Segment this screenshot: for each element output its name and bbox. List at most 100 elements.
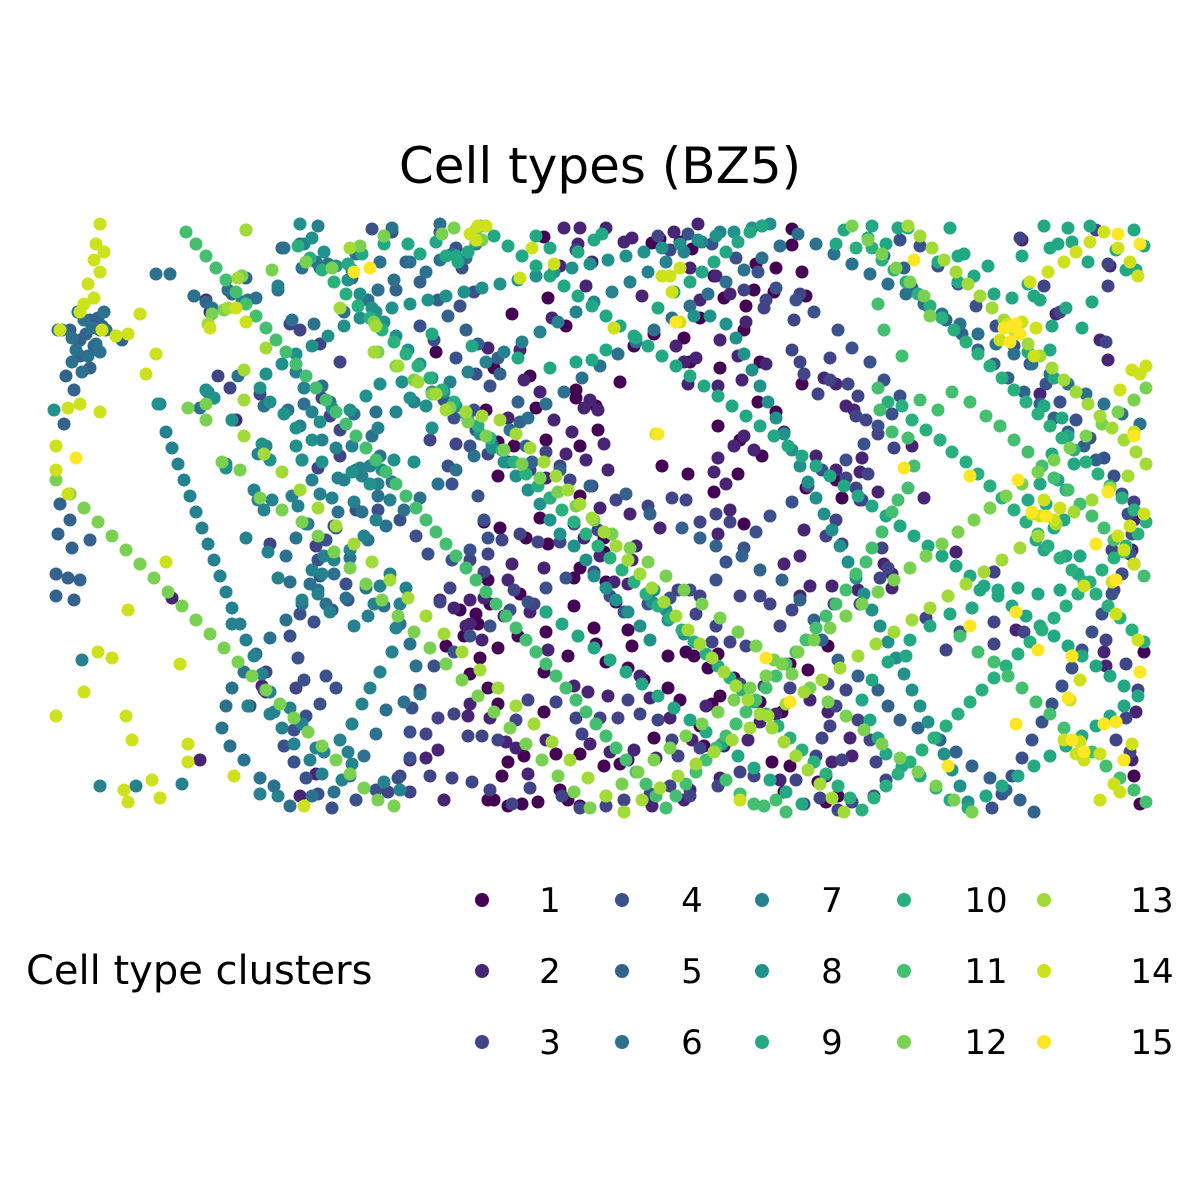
point-cluster-9-67 bbox=[865, 673, 879, 687]
point-cluster-2-41 bbox=[711, 451, 725, 465]
point-cluster-9-25 bbox=[1081, 255, 1095, 269]
point-cluster-2-57 bbox=[517, 373, 531, 387]
point-cluster-11-64 bbox=[349, 429, 363, 443]
point-cluster-2-6 bbox=[709, 269, 723, 283]
point-cluster-9-54 bbox=[1073, 549, 1087, 563]
point-cluster-13-41 bbox=[851, 649, 865, 663]
point-cluster-7-95 bbox=[241, 699, 255, 713]
point-cluster-2-147 bbox=[871, 485, 885, 499]
point-cluster-12-59 bbox=[919, 549, 933, 563]
point-cluster-9-172 bbox=[603, 653, 617, 667]
point-cluster-9-56 bbox=[1053, 583, 1067, 597]
point-cluster-6-86 bbox=[223, 739, 237, 753]
point-cluster-3-74 bbox=[483, 783, 497, 797]
point-cluster-13-99 bbox=[633, 567, 647, 581]
point-cluster-10-49 bbox=[843, 791, 857, 805]
point-cluster-2-80 bbox=[501, 573, 515, 587]
point-cluster-7-78 bbox=[75, 653, 89, 667]
point-cluster-2-55 bbox=[481, 341, 495, 355]
point-cluster-9-71 bbox=[879, 747, 893, 761]
point-cluster-8-72 bbox=[567, 539, 581, 553]
legend-marker-5 bbox=[615, 964, 629, 978]
point-cluster-3-40 bbox=[723, 635, 737, 649]
point-cluster-14-51 bbox=[663, 269, 677, 283]
point-cluster-9-98 bbox=[977, 579, 991, 593]
point-cluster-10-7 bbox=[935, 311, 949, 325]
point-cluster-3-147 bbox=[987, 615, 1001, 629]
point-cluster-6-108 bbox=[539, 397, 553, 411]
point-cluster-14-11 bbox=[109, 329, 123, 343]
point-cluster-12-64 bbox=[999, 489, 1013, 503]
point-cluster-9-57 bbox=[1031, 587, 1045, 601]
point-cluster-4-54 bbox=[403, 751, 417, 765]
point-cluster-14-13 bbox=[133, 307, 147, 321]
point-cluster-12-67 bbox=[1047, 453, 1061, 467]
point-cluster-3-79 bbox=[381, 785, 395, 799]
point-cluster-12-0 bbox=[447, 221, 461, 235]
point-cluster-14-81 bbox=[1125, 737, 1139, 751]
point-cluster-9-184 bbox=[795, 797, 809, 811]
point-cluster-8-46 bbox=[529, 269, 543, 283]
point-cluster-7-70 bbox=[195, 521, 209, 535]
point-cluster-12-24 bbox=[359, 577, 373, 591]
point-cluster-4-121 bbox=[1045, 697, 1059, 711]
point-cluster-8-109 bbox=[809, 491, 823, 505]
point-cluster-3-128 bbox=[433, 595, 447, 609]
point-cluster-13-63 bbox=[1069, 385, 1083, 399]
point-cluster-5-56 bbox=[775, 573, 789, 587]
point-cluster-10-19 bbox=[1079, 455, 1093, 469]
point-cluster-13-11 bbox=[311, 501, 325, 515]
point-cluster-11-8 bbox=[901, 481, 915, 495]
point-cluster-11-10 bbox=[885, 505, 899, 519]
point-cluster-9-173 bbox=[619, 665, 633, 679]
point-cluster-10-40 bbox=[951, 707, 965, 721]
point-cluster-9-90 bbox=[1089, 659, 1103, 673]
point-cluster-11-88 bbox=[1007, 433, 1021, 447]
point-cluster-2-97 bbox=[699, 699, 713, 713]
point-cluster-14-40 bbox=[229, 301, 243, 315]
point-cluster-14-59 bbox=[1123, 519, 1137, 533]
point-cluster-3-130 bbox=[1013, 231, 1027, 245]
point-cluster-12-62 bbox=[967, 513, 981, 527]
legend-item-13: 13 bbox=[1037, 881, 1174, 921]
legend-title: Cell type clusters bbox=[26, 948, 372, 994]
point-cluster-10-14 bbox=[1019, 395, 1033, 409]
point-cluster-6-114 bbox=[647, 323, 661, 337]
point-cluster-13-109 bbox=[753, 707, 767, 721]
point-cluster-15-13 bbox=[963, 469, 977, 483]
legend-marker-1 bbox=[475, 893, 489, 907]
point-cluster-14-88 bbox=[1037, 493, 1051, 507]
point-cluster-11-7 bbox=[907, 459, 921, 473]
point-cluster-8-111 bbox=[825, 523, 839, 537]
point-cluster-7-73 bbox=[177, 473, 191, 487]
point-cluster-1-48 bbox=[539, 433, 553, 447]
point-cluster-4-60 bbox=[463, 629, 477, 643]
point-cluster-11-59 bbox=[399, 489, 413, 503]
point-cluster-7-72 bbox=[183, 489, 197, 503]
point-cluster-3-91 bbox=[575, 727, 589, 741]
point-cluster-1-5 bbox=[785, 238, 799, 252]
point-cluster-13-15 bbox=[383, 573, 397, 587]
point-cluster-3-111 bbox=[665, 491, 679, 505]
point-cluster-12-105 bbox=[785, 667, 799, 681]
point-cluster-4-89 bbox=[807, 305, 821, 319]
point-cluster-2-35 bbox=[917, 491, 931, 505]
point-cluster-9-87 bbox=[1131, 689, 1145, 703]
point-cluster-11-84 bbox=[945, 385, 959, 399]
point-cluster-7-112 bbox=[515, 335, 529, 349]
point-cluster-8-100 bbox=[737, 347, 751, 361]
point-cluster-13-46 bbox=[941, 589, 955, 603]
point-cluster-9-116 bbox=[725, 399, 739, 413]
point-cluster-13-115 bbox=[825, 791, 839, 805]
point-cluster-12-13 bbox=[199, 397, 213, 411]
point-cluster-13-83 bbox=[411, 375, 425, 389]
point-cluster-8-67 bbox=[621, 605, 635, 619]
point-cluster-10-20 bbox=[1091, 467, 1105, 481]
point-cluster-9-175 bbox=[651, 689, 665, 703]
point-cluster-15-4 bbox=[1111, 227, 1125, 241]
point-cluster-2-91 bbox=[581, 685, 595, 699]
point-cluster-2-68 bbox=[559, 447, 573, 461]
point-cluster-14-33 bbox=[227, 769, 241, 783]
point-cluster-2-128 bbox=[459, 619, 473, 633]
